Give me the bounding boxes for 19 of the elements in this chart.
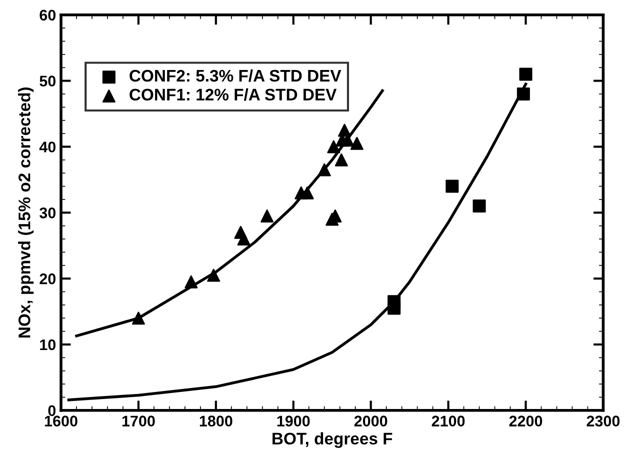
x-tick-label: 2200	[509, 416, 542, 426]
x-tick-label: 1900	[277, 416, 310, 426]
x-tick-label: 1800	[200, 416, 232, 426]
y-tick-label: 20	[40, 273, 56, 284]
x-tick-label: 1600	[44, 416, 78, 426]
legend-label: CONF1: 12% F/A STD DEV	[130, 88, 337, 101]
legend-label: CONF2: 5.3% F/A STD DEV	[130, 69, 342, 82]
y-axis-title: NOx, ppmvd (15% o2 corrected)	[18, 88, 34, 338]
y-tick-label: 0	[48, 405, 56, 416]
y-tick-label: 10	[40, 339, 56, 350]
y-tick-label: 50	[40, 76, 56, 86]
x-tick-label: 2300	[586, 416, 620, 427]
x-axis-title: BOT, degrees F	[272, 432, 392, 448]
y-tick-label: 40	[39, 142, 56, 152]
x-tick-label: 2000	[354, 416, 388, 426]
x-tick-label: 1700	[122, 416, 155, 426]
y-tick-label: 60	[40, 10, 56, 21]
y-tick-label: 30	[40, 208, 56, 218]
x-tick-label: 2100	[432, 416, 465, 426]
